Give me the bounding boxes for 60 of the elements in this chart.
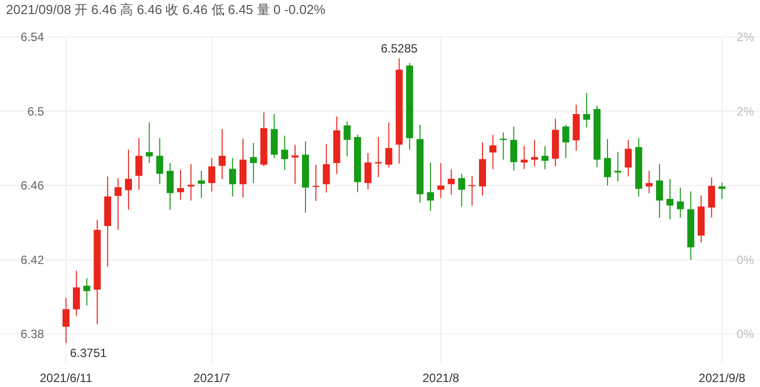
candlestick [281,135,288,170]
candlestick [583,92,590,128]
y-tick-label: 6.54 [20,30,44,44]
candlestick [250,142,257,184]
candlestick [718,182,726,200]
text: 0% [736,252,754,267]
candlestick [562,124,570,159]
candlestick [531,139,538,167]
candlestick [322,144,330,194]
candlestick [448,168,455,196]
candlestick [676,187,684,218]
candlestick [656,164,664,218]
chart-title: 2021/09/08 开 6.46 高 6.46 收 6.46 低 6.45 量 0 -0.02% [6,2,326,17]
candlestick [208,158,216,192]
candlestick [166,162,174,210]
annotation: 6.5285 [380,41,418,56]
candlestick [541,146,548,170]
candlestick [500,132,507,160]
candlestick [364,152,372,190]
candlestick [83,278,90,306]
candlestick [177,169,184,200]
candlestick [374,136,382,178]
annotation: 6.3751 [70,346,108,360]
candlestick [604,138,611,186]
candlestick [135,138,142,190]
candlestick [385,122,392,168]
y-tick-label: 6.38 [20,327,44,342]
candlestick [468,175,476,206]
candlestick [312,164,320,202]
candlestick [646,170,653,194]
text: 2% [736,104,754,118]
candlestick [708,177,716,218]
x-tick-label: 2021/6/11 [40,371,93,385]
candlestick [62,297,70,344]
candlestick [124,149,132,210]
candlestick [489,134,496,170]
x-tick-label: 2021/7 [193,371,230,385]
candlestick [229,158,236,197]
candlestick [218,128,226,180]
candlestick [426,162,434,212]
candlestick [437,162,444,199]
candlestick [344,120,351,157]
candlestick [510,126,518,171]
candlestick [624,139,632,177]
candlestick [520,145,528,170]
y-tick-label: 6.5 [27,104,44,118]
candlestick [156,138,164,184]
candlestick [72,270,80,316]
candlestick [292,144,299,184]
candlestick [114,178,122,230]
text: 2% [736,30,754,44]
x-tick-label: 2021/8 [422,371,460,385]
candlestick [146,122,153,164]
candlestick [458,173,466,207]
candlestick [666,178,674,220]
y-tick-label: 6.46 [20,178,44,193]
candlestick [198,170,205,199]
x-tick-label: 2021/9/8 [698,371,746,385]
y-tick-label: 6.42 [20,252,44,267]
text: 0% [736,327,754,342]
